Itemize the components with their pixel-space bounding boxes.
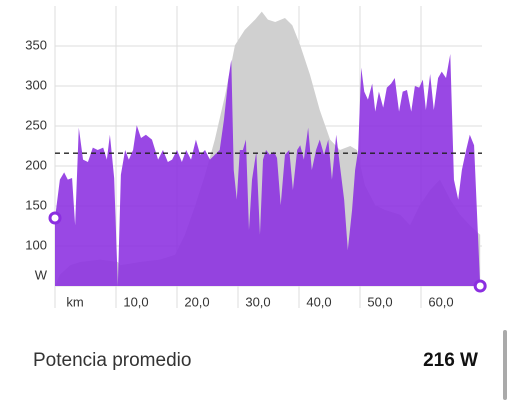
scrollbar	[503, 330, 507, 400]
x-tick-label: 10,0	[123, 294, 148, 309]
point-marker	[473, 279, 487, 293]
x-tick-label: km	[66, 294, 83, 309]
y-tick-label: 150	[25, 197, 47, 212]
chart: W 100 150 200 250 300 350 km 10,0 20,0 30,0 40,0 50,…	[25, 6, 487, 309]
x-tick-label: 60,0	[428, 294, 453, 309]
y-tick-label: 200	[25, 157, 47, 172]
x-tick-label: 40,0	[306, 294, 331, 309]
y-tick-label: W	[35, 267, 48, 282]
y-tick-label: 100	[25, 237, 47, 252]
x-tick-label: 20,0	[184, 294, 209, 309]
stat-label: Potencia promedio	[33, 350, 192, 371]
stat-value: 216 W	[423, 350, 478, 371]
y-tick-label: 250	[25, 117, 47, 132]
point-marker	[48, 211, 62, 225]
y-tick-label: 350	[25, 37, 47, 52]
x-tick-label: 50,0	[367, 294, 392, 309]
y-tick-label: 300	[25, 77, 47, 92]
x-tick-label: 30,0	[245, 294, 270, 309]
area	[55, 54, 481, 286]
